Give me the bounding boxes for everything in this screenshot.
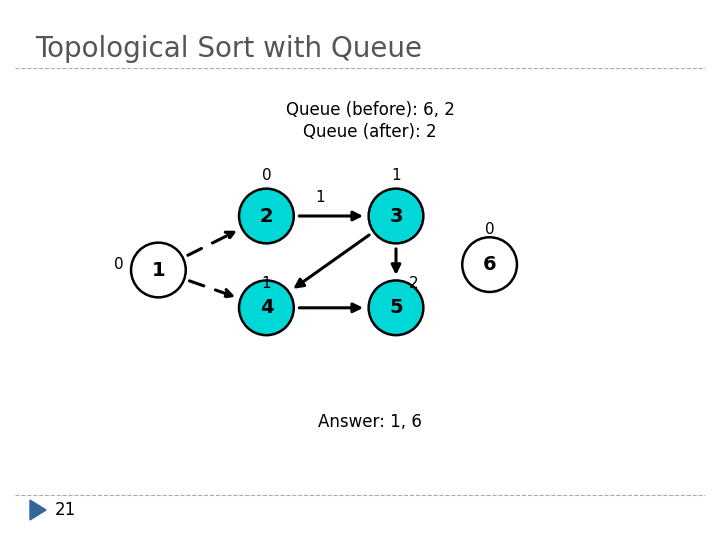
Text: 0: 0 xyxy=(261,168,271,183)
Text: Topological Sort with Queue: Topological Sort with Queue xyxy=(35,35,422,63)
Text: 1: 1 xyxy=(152,260,165,280)
Text: 0: 0 xyxy=(114,257,124,272)
Text: 21: 21 xyxy=(55,501,76,519)
Circle shape xyxy=(369,188,423,244)
Text: Queue (before): 6, 2: Queue (before): 6, 2 xyxy=(286,101,454,119)
Text: 3: 3 xyxy=(390,206,402,226)
Text: 1: 1 xyxy=(391,168,401,183)
Polygon shape xyxy=(30,500,46,520)
Text: 4: 4 xyxy=(260,298,273,318)
Text: 5: 5 xyxy=(390,298,402,318)
Text: 1: 1 xyxy=(261,276,271,291)
Circle shape xyxy=(239,280,294,335)
Text: 0: 0 xyxy=(485,222,495,237)
Text: 2: 2 xyxy=(409,276,419,291)
Text: 1: 1 xyxy=(315,190,325,205)
Text: 6: 6 xyxy=(483,255,496,274)
Circle shape xyxy=(131,242,186,298)
Text: 2: 2 xyxy=(260,206,273,226)
Text: Queue (after): 2: Queue (after): 2 xyxy=(303,123,437,141)
Circle shape xyxy=(369,280,423,335)
Circle shape xyxy=(462,237,517,292)
Circle shape xyxy=(239,188,294,244)
Text: Answer: 1, 6: Answer: 1, 6 xyxy=(318,413,422,431)
